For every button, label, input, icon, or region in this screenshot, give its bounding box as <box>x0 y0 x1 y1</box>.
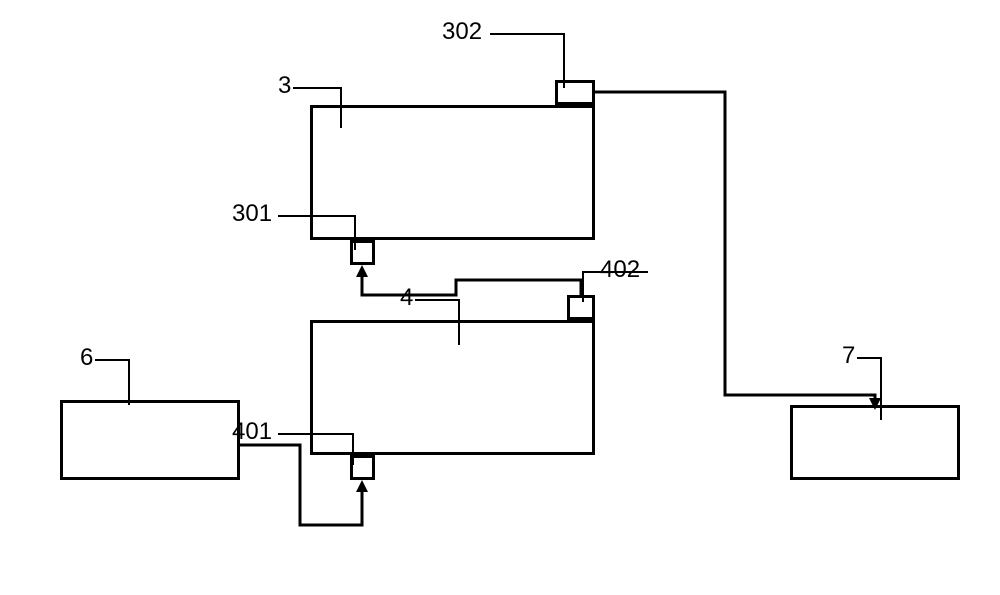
pipe-302-to-7 <box>0 0 1000 595</box>
